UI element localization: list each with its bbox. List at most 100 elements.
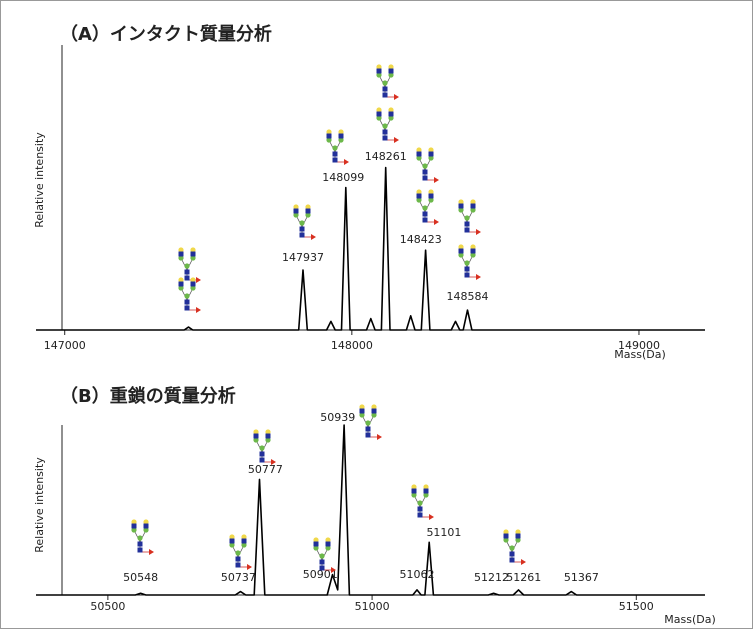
- glycan-residue: [412, 489, 417, 494]
- peak-label: 51212: [474, 571, 509, 584]
- glycan-residue: [417, 500, 422, 505]
- glycan-residue: [389, 69, 394, 74]
- glycan-residue: [423, 170, 428, 175]
- glycan-residue: [366, 433, 371, 438]
- glycan-residue: [319, 553, 324, 558]
- peak-label: 51101: [426, 526, 461, 539]
- glycan-residue: [383, 93, 388, 98]
- glycan-residue: [144, 524, 149, 529]
- glycan-residue: [320, 560, 325, 565]
- glycan-residue: [459, 249, 464, 254]
- x-tick-label: 148000: [331, 339, 373, 352]
- glycan-residue: [510, 558, 515, 563]
- peak-label: 51261: [506, 571, 541, 584]
- x-tick-label: 147000: [44, 339, 86, 352]
- glycan-residue: [464, 215, 469, 220]
- peak-label: 147937: [282, 251, 324, 264]
- glycan-residue: [418, 513, 423, 518]
- glycan-residue: [465, 222, 470, 227]
- figure: （A）インタクト質量分析 Relative intensity Mass(Da) 14…: [0, 0, 753, 629]
- glycan-residue: [382, 123, 387, 128]
- glycan-residue: [294, 209, 299, 214]
- glycan-residue: [259, 445, 264, 450]
- chart-title: （A）インタクト質量分析: [60, 23, 272, 45]
- glycan-residue: [235, 550, 240, 555]
- peak-label: 51062: [400, 568, 435, 581]
- x-tick-label: 50500: [90, 600, 125, 613]
- glycan-residue: [465, 228, 470, 233]
- glycan-residue: [260, 458, 265, 463]
- glycan-residue: [422, 163, 427, 168]
- glycan-residue: [320, 566, 325, 571]
- glycan-residue: [459, 204, 464, 209]
- glycan-residue: [138, 548, 143, 553]
- peak-label: 50548: [123, 571, 158, 584]
- glycan-residue: [300, 227, 305, 232]
- glycan-residue: [423, 176, 428, 181]
- glycan-residue: [260, 452, 265, 457]
- glycan-residue: [333, 152, 338, 157]
- peak-label: 148423: [400, 233, 442, 246]
- glycan-residue: [184, 293, 189, 298]
- glycan-residue: [424, 489, 429, 494]
- glycan-residue: [339, 134, 344, 139]
- glycan-residue: [423, 212, 428, 217]
- glycan-residue: [332, 145, 337, 150]
- glycan-residue: [365, 420, 370, 425]
- y-axis-label: Relative intensity: [33, 132, 46, 228]
- y-axis-label: Relative intensity: [33, 457, 46, 553]
- glycan-residue: [389, 112, 394, 117]
- glycan-residue: [429, 152, 434, 157]
- glycan-residue: [464, 260, 469, 265]
- x-tick-label: 51000: [355, 600, 390, 613]
- glycan-residue: [471, 249, 476, 254]
- glycan-residue: [333, 158, 338, 163]
- peak-label: 50777: [248, 463, 283, 476]
- glycan-residue: [191, 252, 196, 257]
- peak-label: 51367: [564, 571, 599, 584]
- glycan-residue: [360, 409, 365, 414]
- glycan-residue: [314, 542, 319, 547]
- glycan-residue: [366, 427, 371, 432]
- glycan-residue: [465, 273, 470, 278]
- glycan-residue: [299, 220, 304, 225]
- glycan-residue: [465, 267, 470, 272]
- glycan-residue: [300, 233, 305, 238]
- glycan-residue: [179, 282, 184, 287]
- glycan-residue: [132, 524, 137, 529]
- glycan-residue: [423, 218, 428, 223]
- glycan-residue: [417, 194, 422, 199]
- glycan-residue: [242, 539, 247, 544]
- glycan-residue: [516, 534, 521, 539]
- glycan-residue: [372, 409, 377, 414]
- glycan-residue: [471, 204, 476, 209]
- glycan-residue: [266, 434, 271, 439]
- glycan-residue: [382, 80, 387, 85]
- x-axis-label: Mass(Da): [664, 613, 716, 626]
- frame: [1, 1, 753, 629]
- glycan-residue: [422, 205, 427, 210]
- peak-label: 50939: [320, 411, 355, 424]
- peak-label: 148099: [322, 171, 364, 184]
- glycan-residue: [429, 194, 434, 199]
- glycan-residue: [510, 552, 515, 557]
- glycan-residue: [383, 87, 388, 92]
- glycan-residue: [185, 300, 190, 305]
- glycan-residue: [418, 507, 423, 512]
- glycan-residue: [236, 557, 241, 562]
- glycan-residue: [306, 209, 311, 214]
- glycan-residue: [137, 535, 142, 540]
- glycan-residue: [185, 276, 190, 281]
- glycan-residue: [191, 282, 196, 287]
- glycan-residue: [254, 434, 259, 439]
- peak-label: 50737: [221, 571, 256, 584]
- glycan-residue: [417, 152, 422, 157]
- glycan-residue: [185, 306, 190, 311]
- peak-label: 148261: [365, 150, 407, 163]
- glycan-residue: [504, 534, 509, 539]
- glycan-residue: [230, 539, 235, 544]
- x-tick-label: 149000: [618, 339, 660, 352]
- glycan-residue: [377, 112, 382, 117]
- glycan-residue: [383, 130, 388, 135]
- glycan-residue: [185, 270, 190, 275]
